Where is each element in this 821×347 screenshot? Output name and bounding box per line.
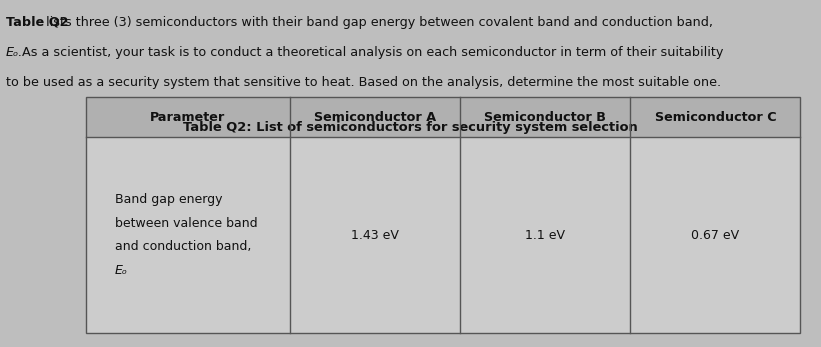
- Text: Semiconductor C: Semiconductor C: [654, 111, 776, 124]
- Text: to be used as a security system that sensitive to heat. Based on the analysis, d: to be used as a security system that sen…: [6, 76, 721, 88]
- Text: and conduction band,: and conduction band,: [115, 240, 251, 254]
- Text: Table Q2: List of semiconductors for security system selection: Table Q2: List of semiconductors for sec…: [183, 121, 638, 134]
- Text: Table Q2: Table Q2: [6, 16, 68, 28]
- Text: Semiconductor A: Semiconductor A: [314, 111, 436, 124]
- Text: Band gap energy: Band gap energy: [115, 193, 222, 206]
- Text: 0.67 eV: 0.67 eV: [691, 229, 740, 242]
- Text: 1.1 eV: 1.1 eV: [525, 229, 565, 242]
- Text: Eₒ.: Eₒ.: [6, 46, 23, 59]
- Text: Eₒ: Eₒ: [115, 264, 128, 277]
- Text: lists three (3) semiconductors with their band gap energy between covalent band : lists three (3) semiconductors with thei…: [6, 16, 713, 28]
- Bar: [86, 97, 800, 333]
- Text: between valence band: between valence band: [115, 217, 258, 230]
- Bar: [86, 137, 800, 333]
- Text: As a scientist, your task is to conduct a theoretical analysis on each semicondu: As a scientist, your task is to conduct …: [6, 46, 723, 59]
- Bar: [86, 97, 800, 137]
- Text: Semiconductor B: Semiconductor B: [484, 111, 606, 124]
- Text: 1.43 eV: 1.43 eV: [351, 229, 399, 242]
- Text: Parameter: Parameter: [150, 111, 226, 124]
